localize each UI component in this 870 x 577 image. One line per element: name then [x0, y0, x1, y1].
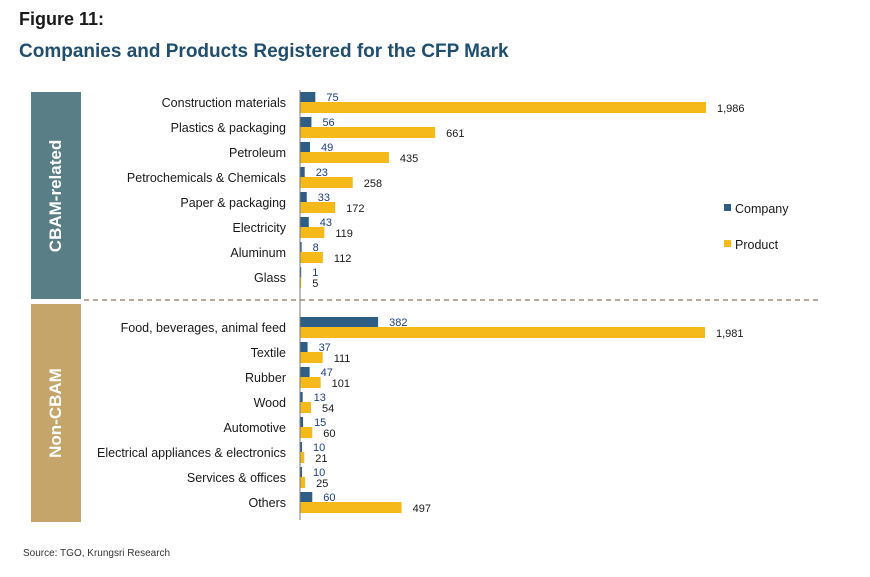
- product-bar: [300, 252, 323, 263]
- company-bar: [300, 217, 309, 227]
- category-label: Rubber: [245, 371, 286, 385]
- company-value-label: 13: [314, 392, 326, 404]
- product-bar: [300, 377, 321, 388]
- product-value-label: 21: [315, 453, 327, 465]
- product-bar: [300, 352, 323, 363]
- company-value-label: 8: [313, 242, 319, 254]
- category-label: Electricity: [233, 221, 287, 235]
- source-note: Source: TGO, Krungsri Research: [23, 548, 171, 559]
- company-value-label: 43: [320, 217, 332, 229]
- company-value-label: 1: [312, 267, 318, 279]
- category-label: Services & offices: [187, 471, 286, 485]
- company-bar: [300, 317, 379, 327]
- product-value-label: 435: [400, 153, 418, 165]
- company-value-label: 382: [389, 317, 407, 329]
- company-value-label: 33: [318, 192, 330, 204]
- product-value-label: 1,981: [716, 328, 744, 340]
- product-bar: [300, 452, 305, 463]
- company-bar: [300, 392, 303, 402]
- category-label: Automotive: [223, 421, 286, 435]
- company-value-label: 56: [322, 117, 334, 129]
- company-bar: [300, 492, 313, 502]
- product-bar: [300, 402, 312, 413]
- company-value-label: 75: [326, 92, 338, 104]
- category-label: Wood: [254, 396, 286, 410]
- company-value-label: 49: [321, 142, 333, 154]
- product-value-label: 5: [312, 278, 318, 290]
- category-label: Aluminum: [230, 246, 286, 260]
- product-value-label: 497: [413, 503, 431, 515]
- product-value-label: 111: [334, 353, 351, 365]
- product-bar: [300, 502, 402, 513]
- company-bar: [300, 367, 310, 377]
- company-value-label: 47: [321, 367, 333, 379]
- company-bar: [300, 242, 302, 252]
- category-label: Petrochemicals & Chemicals: [127, 171, 286, 185]
- product-bar: [300, 427, 313, 438]
- category-label: Glass: [254, 271, 286, 285]
- company-bar: [300, 442, 303, 452]
- product-bar: [300, 102, 706, 113]
- company-bar: [300, 92, 316, 102]
- product-bar: [300, 152, 389, 163]
- product-value-label: 101: [332, 378, 350, 390]
- product-value-label: 60: [323, 428, 335, 440]
- category-label: Petroleum: [229, 146, 286, 160]
- product-bar: [300, 202, 336, 213]
- product-bar: [300, 177, 353, 188]
- product-value-label: 112: [334, 253, 352, 265]
- product-bar: [300, 277, 302, 288]
- figure-title: Companies and Products Registered for th…: [19, 41, 509, 62]
- product-value-label: 54: [322, 403, 334, 415]
- product-value-label: 119: [335, 228, 353, 240]
- product-bar: [300, 227, 325, 238]
- company-value-label: 37: [319, 342, 331, 354]
- legend-company-swatch: [724, 204, 731, 211]
- company-bar: [300, 192, 307, 202]
- company-bar: [300, 467, 303, 477]
- company-value-label: 10: [313, 467, 325, 479]
- product-value-label: 258: [364, 178, 382, 190]
- company-bar: [300, 417, 304, 427]
- category-label: Electrical appliances & electronics: [97, 446, 286, 460]
- figure-label: Figure 11:: [19, 9, 105, 29]
- product-bar: [300, 327, 705, 338]
- product-value-label: 172: [346, 203, 364, 215]
- product-value-label: 25: [316, 478, 328, 490]
- category-label: Textile: [251, 346, 286, 360]
- company-value-label: 23: [316, 167, 328, 179]
- category-label: Others: [248, 496, 286, 510]
- product-bar: [300, 477, 306, 488]
- product-value-label: 1,986: [717, 103, 745, 115]
- category-label: Construction materials: [162, 96, 286, 110]
- company-value-label: 60: [323, 492, 335, 504]
- product-value-label: 661: [446, 128, 464, 140]
- product-bar: [300, 127, 436, 138]
- legend-product-label: Product: [735, 238, 779, 252]
- category-label: Plastics & packaging: [171, 121, 286, 135]
- category-label: Paper & packaging: [180, 196, 286, 210]
- company-bar: [300, 267, 302, 277]
- company-bar: [300, 342, 308, 352]
- company-bar: [300, 142, 311, 152]
- group-band-non-cbam: Non-CBAM: [31, 304, 81, 522]
- group-band-cbam: CBAM-related: [31, 92, 81, 299]
- category-label: Food, beverages, animal feed: [121, 321, 286, 335]
- company-bar: [300, 117, 312, 127]
- company-value-label: 15: [314, 417, 326, 429]
- legend-product-swatch: [724, 240, 731, 247]
- company-value-label: 10: [313, 442, 325, 454]
- company-bar: [300, 167, 305, 177]
- legend-company-label: Company: [735, 202, 789, 216]
